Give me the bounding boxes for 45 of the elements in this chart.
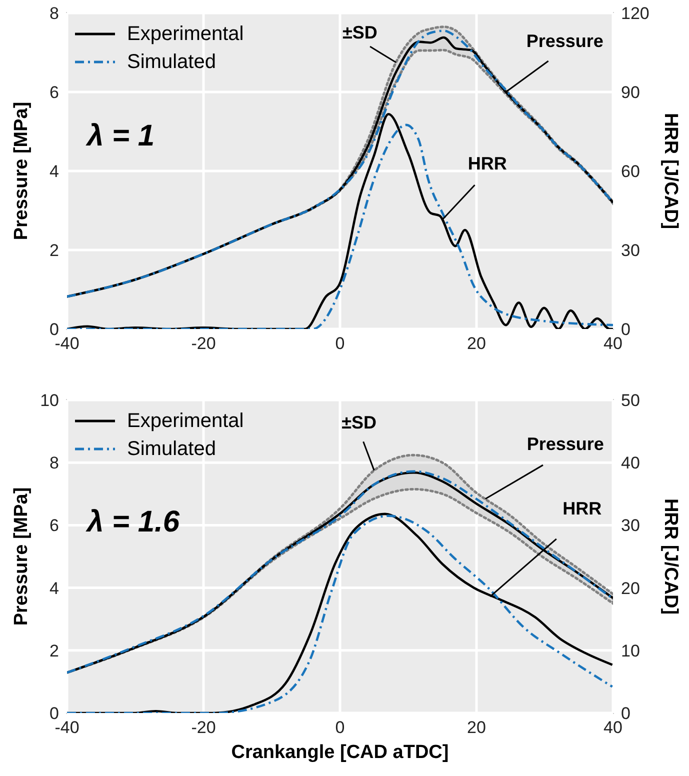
y2-axis-title: HRR [J/CAD] [660,112,681,230]
annotation: ±SD [342,22,378,42]
y2-tick-label: 60 [621,162,640,181]
x-tick-label: 0 [335,334,345,353]
x-tick-label: -20 [191,718,216,737]
x-tick-label: 40 [604,334,622,353]
legend-label: Experimental [127,23,244,45]
x-tick-label: 20 [467,334,486,353]
y-axis-title: Pressure [MPa] [11,102,32,240]
annotation: Pressure [526,434,604,454]
y2-tick-label: 0 [621,704,630,723]
annotation: HRR [562,498,602,519]
x-tick-label: 20 [467,718,486,737]
legend-label: Simulated [127,51,216,73]
y-tick-label: 6 [50,516,59,536]
y-tick-label: 6 [50,83,59,102]
annotation: Pressure [526,31,604,51]
y2-tick-label: 20 [621,578,640,598]
legend-label: Experimental [127,410,244,432]
y2-tick-label: 40 [621,454,640,473]
legend-label: Simulated [127,438,216,460]
annotation: ±SD [342,412,377,432]
y-tick-label: 8 [50,454,59,473]
y2-tick-label: 50 [621,391,640,410]
x-tick-label: 40 [604,718,622,737]
y2-tick-label: 120 [621,4,650,23]
annotation: HRR [468,154,507,174]
x-tick-label: -20 [191,334,216,353]
y2-tick-label: 90 [621,83,640,102]
annotation: λ = 1 [85,120,155,153]
y-tick-label: 4 [50,162,59,181]
y2-tick-label: 30 [621,241,640,260]
x-axis-title: Crankangle [CAD aTDC] [231,742,449,763]
annotation: λ = 1.6 [85,505,180,538]
y2-tick-label: 30 [621,516,640,536]
y2-axis-title: HRR [J/CAD] [660,498,681,615]
y2-tick-label: 10 [621,641,640,660]
y-tick-label: 2 [50,241,59,260]
x-tick-label: 0 [335,718,345,737]
y-tick-label: 8 [50,4,59,23]
y-tick-label: 4 [50,578,59,598]
y2-tick-label: 0 [621,320,630,339]
y-axis-title: Pressure [MPa] [11,487,32,626]
y-tick-label: 2 [50,641,59,660]
y-tick-label: 10 [40,391,59,410]
